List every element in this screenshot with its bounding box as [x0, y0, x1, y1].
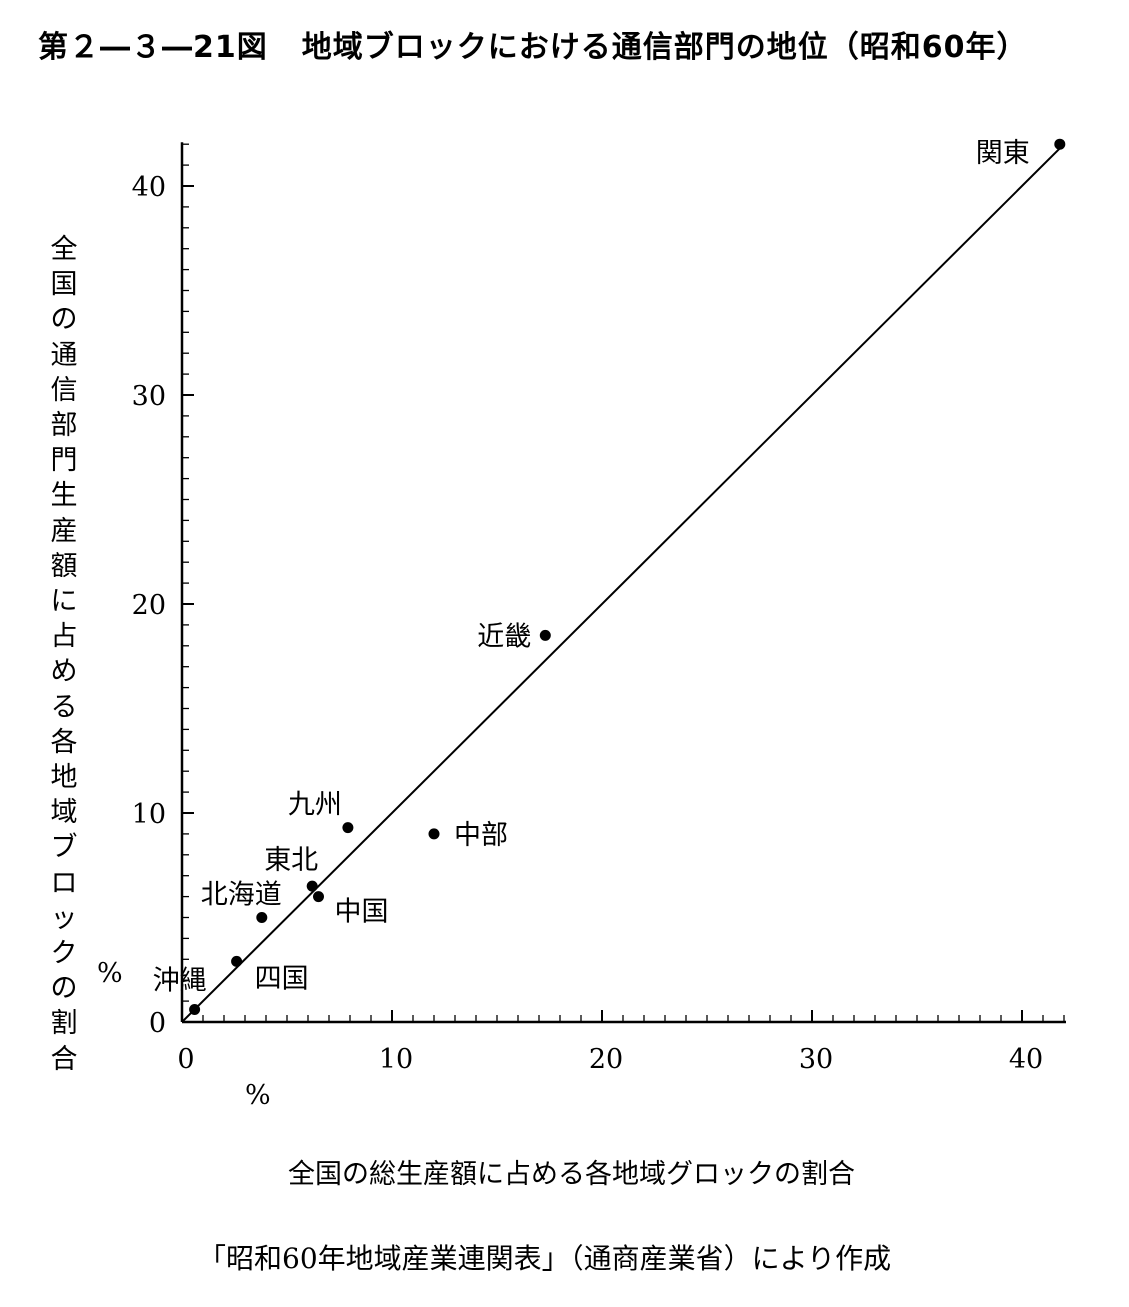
point-label: 九州: [288, 790, 342, 821]
point-label: 近畿: [477, 621, 531, 652]
data-point: [231, 955, 243, 967]
y-tick-label: 0: [149, 1008, 166, 1039]
figure-caption: 地域ブロックにおける通信部門の地位（昭和60年）: [301, 30, 1028, 65]
point-label: 沖縄: [153, 965, 207, 996]
chart-title: 第２―３―21図 地域ブロックにおける通信部門の地位（昭和60年）: [38, 22, 1028, 66]
x-tick-label: 10: [379, 1044, 413, 1075]
x-tick-label: 40: [1009, 1044, 1043, 1075]
point-label: 中部: [454, 820, 508, 851]
x-axis-label: 全国の総生産額に占める各地域グロックの割合: [288, 1159, 855, 1190]
reference-line: [181, 143, 1065, 1023]
source-note: 「昭和60年地域産業連関表」（通商産業省）により作成: [198, 1242, 892, 1275]
data-point: [342, 822, 354, 834]
point-label: 中国: [335, 897, 389, 928]
data-point: [256, 912, 268, 923]
x-tick-label: 20: [589, 1044, 623, 1075]
x-axis-unit: %: [245, 1080, 271, 1111]
figure-number: 第２―３―21図: [38, 30, 268, 65]
data-point: [189, 1003, 201, 1015]
data-point: [428, 828, 440, 840]
point-label: 東北: [264, 845, 318, 876]
y-axis-label: 全国の通信部門生産額に占める各地域ブロックの割合: [50, 234, 78, 1075]
data-point: [306, 880, 318, 892]
data-point: [1054, 138, 1066, 150]
point-label: 四国: [255, 963, 309, 994]
data-point: [313, 891, 324, 903]
y-tick-label: 20: [132, 590, 166, 621]
y-tick-label: 40: [132, 172, 166, 203]
point-label: 関東: [976, 138, 1030, 169]
point-label: 北海道: [201, 880, 282, 911]
x-tick-label: 30: [799, 1044, 833, 1075]
y-axis-unit: %: [97, 958, 123, 989]
y-tick-label: 10: [132, 799, 166, 830]
y-tick-label: 30: [132, 381, 166, 412]
data-point: [539, 629, 551, 641]
x-tick-label: 0: [177, 1044, 194, 1075]
